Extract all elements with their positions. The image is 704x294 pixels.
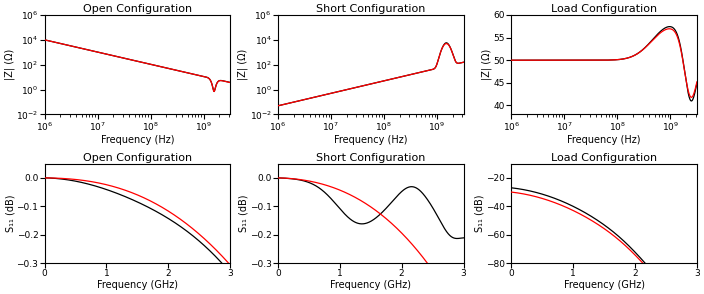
- X-axis label: Frequency (GHz): Frequency (GHz): [330, 280, 411, 290]
- Title: Short Configuration: Short Configuration: [316, 153, 425, 163]
- X-axis label: Frequency (GHz): Frequency (GHz): [96, 280, 178, 290]
- Y-axis label: S₁₁ (dB): S₁₁ (dB): [474, 195, 485, 232]
- X-axis label: Frequency (GHz): Frequency (GHz): [564, 280, 645, 290]
- Y-axis label: S₁₁ (dB): S₁₁ (dB): [5, 195, 15, 232]
- Title: Load Configuration: Load Configuration: [551, 4, 658, 14]
- X-axis label: Frequency (Hz): Frequency (Hz): [101, 135, 174, 145]
- Y-axis label: S₁₁ (dB): S₁₁ (dB): [239, 195, 249, 232]
- Y-axis label: |Z| (Ω): |Z| (Ω): [4, 49, 15, 80]
- X-axis label: Frequency (Hz): Frequency (Hz): [334, 135, 408, 145]
- Y-axis label: |Z| (Ω): |Z| (Ω): [238, 49, 248, 80]
- Title: Load Configuration: Load Configuration: [551, 153, 658, 163]
- Y-axis label: |Z| (Ω): |Z| (Ω): [482, 49, 492, 80]
- Title: Short Configuration: Short Configuration: [316, 4, 425, 14]
- Title: Open Configuration: Open Configuration: [83, 4, 192, 14]
- X-axis label: Frequency (Hz): Frequency (Hz): [567, 135, 641, 145]
- Title: Open Configuration: Open Configuration: [83, 153, 192, 163]
